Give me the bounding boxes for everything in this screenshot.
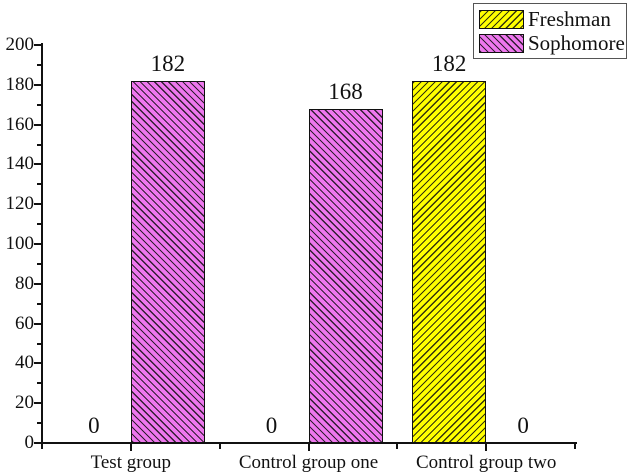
x-axis-boundary-tick <box>41 444 43 449</box>
y-axis-tick-label: 120 <box>5 193 35 215</box>
freshman-swatch <box>479 9 524 29</box>
y-axis-major-tick <box>34 243 41 245</box>
legend-item-freshman: Freshman <box>479 7 623 31</box>
x-axis-category-label: Control group one <box>238 452 379 473</box>
bar-freshman-control-group-two <box>412 80 487 443</box>
y-axis-minor-tick <box>37 302 41 305</box>
y-axis-line <box>41 43 43 444</box>
x-axis-boundary-tick <box>574 444 576 449</box>
bar-value-label: 168 <box>328 78 363 104</box>
legend-item-sophomore: Sophomore <box>479 31 625 55</box>
x-axis-boundary-tick <box>396 444 399 449</box>
y-axis-tick-label: 100 <box>5 233 35 254</box>
y-axis-minor-tick <box>37 183 41 186</box>
y-axis-minor-tick <box>37 223 41 226</box>
y-axis-tick-label: 180 <box>5 73 35 95</box>
y-axis-major-tick <box>34 442 41 444</box>
y-axis-major-tick <box>34 322 41 325</box>
x-axis-boundary-tick <box>218 444 221 449</box>
y-axis-minor-tick <box>37 382 41 385</box>
legend-label: Sophomore <box>528 31 625 55</box>
y-axis-tick-label: 140 <box>5 153 35 175</box>
bar-value-label: 0 <box>517 413 529 438</box>
y-axis-tick-label: 80 <box>15 272 34 294</box>
y-axis-minor-tick <box>37 63 41 66</box>
bar-sophomore-test-group <box>130 80 205 443</box>
x-axis-major-tick <box>307 444 310 451</box>
y-axis-tick-label: 20 <box>15 392 34 414</box>
y-axis-minor-tick <box>37 103 41 106</box>
y-axis-minor-tick <box>37 342 41 345</box>
y-axis-major-tick <box>34 203 41 206</box>
bar-value-label: 182 <box>431 50 467 76</box>
y-axis-major-tick <box>34 402 41 405</box>
y-axis-major-tick <box>34 123 41 126</box>
legend: Freshman Sophomore <box>473 3 627 59</box>
y-axis-tick-label: 160 <box>5 113 35 135</box>
x-axis-line <box>41 442 577 444</box>
y-axis-major-tick <box>34 163 41 166</box>
y-axis-major-tick <box>34 362 41 365</box>
y-axis-major-tick <box>34 83 41 86</box>
y-axis-major-tick <box>34 44 41 46</box>
bar-value-label: 0 <box>88 413 100 438</box>
x-axis-major-tick <box>129 444 132 451</box>
y-axis-minor-tick <box>37 262 41 265</box>
y-axis-major-tick <box>34 282 41 285</box>
y-axis-tick-label: 40 <box>15 352 34 374</box>
bar-sophomore-control-group-one <box>308 108 383 443</box>
x-axis-category-label: Test group <box>90 452 172 473</box>
y-axis-tick-label: 200 <box>5 34 35 55</box>
y-axis-tick-label: 0 <box>24 432 35 453</box>
bar-value-label: 0 <box>265 413 278 438</box>
x-axis-category-label: Control group two <box>415 452 557 473</box>
sophomore-swatch <box>479 33 524 53</box>
y-axis-tick-label: 60 <box>15 312 34 334</box>
y-axis-minor-tick <box>37 422 41 425</box>
bar-value-label: 182 <box>150 50 186 76</box>
legend-label: Freshman <box>528 7 611 31</box>
x-axis-major-tick <box>485 444 488 451</box>
y-axis-minor-tick <box>37 143 41 146</box>
